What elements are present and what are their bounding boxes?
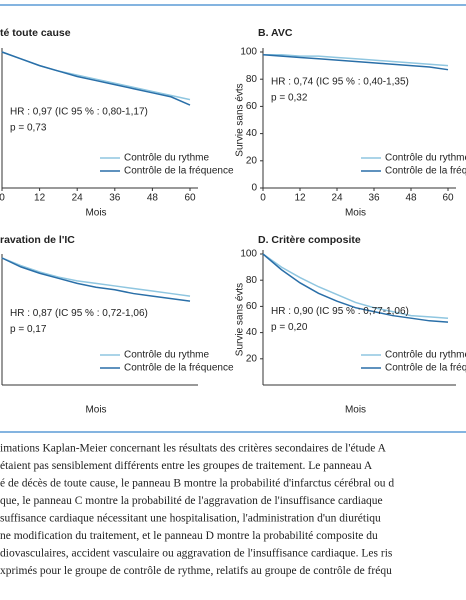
km-curve bbox=[1, 257, 191, 302]
legend-label: Contrôle de la fréquence bbox=[385, 166, 466, 177]
annotation: p = 0,20 bbox=[271, 322, 308, 333]
panel-title: té toute cause bbox=[0, 27, 71, 39]
x-tick-label: 0 bbox=[260, 193, 266, 204]
x-axis-label: Mois bbox=[85, 208, 106, 219]
x-tick-label: 12 bbox=[294, 193, 306, 204]
x-tick-label: 24 bbox=[72, 193, 84, 204]
legend-label: Contrôle du rythme bbox=[124, 350, 209, 361]
y-tick-label: 40 bbox=[246, 128, 258, 139]
y-axis-label: Survie sans évts bbox=[235, 283, 246, 356]
caption-line: suffisance cardiaque nécessitant une hos… bbox=[0, 513, 381, 525]
x-tick-label: 0 bbox=[0, 193, 5, 204]
annotation: HR : 0,74 (IC 95 % : 0,40-1,35) bbox=[271, 77, 409, 88]
y-tick-label: 20 bbox=[246, 155, 258, 166]
caption-line: ne modification du traitement, et le pan… bbox=[0, 530, 378, 542]
y-tick-label: 20 bbox=[246, 353, 258, 364]
y-tick-label: 100 bbox=[240, 249, 257, 260]
caption-line: imations Kaplan-Meier concernant les rés… bbox=[0, 443, 387, 455]
annotation: HR : 0,97 (IC 95 % : 0,80-1,17) bbox=[10, 107, 148, 118]
km-curve bbox=[1, 257, 191, 297]
x-tick-label: 36 bbox=[109, 193, 121, 204]
panel-title: D. Critère composite bbox=[258, 234, 361, 246]
y-tick-label: 80 bbox=[246, 74, 258, 85]
y-tick-label: 100 bbox=[240, 47, 257, 58]
x-tick-label: 48 bbox=[147, 193, 159, 204]
y-tick-label: 0 bbox=[251, 183, 257, 194]
km-curve bbox=[1, 51, 191, 106]
annotation: p = 0,32 bbox=[271, 93, 308, 104]
km-curve bbox=[262, 253, 449, 319]
panel-title: ravation de l'IC bbox=[0, 234, 75, 246]
caption-line: xprimés pour le groupe de contrôle de ry… bbox=[0, 565, 392, 577]
caption-line: que, le panneau C montre la probabilité … bbox=[0, 495, 383, 507]
annotation: HR : 0,90 (IC 95 % : 0,77-1,06) bbox=[271, 306, 409, 317]
x-axis-label: Mois bbox=[345, 208, 366, 219]
annotation: p = 0,17 bbox=[10, 324, 47, 335]
x-tick-label: 48 bbox=[405, 193, 417, 204]
panel-title: B. AVC bbox=[258, 27, 293, 39]
x-axis-label: Mois bbox=[85, 405, 106, 416]
x-tick-label: 60 bbox=[184, 193, 196, 204]
km-curve bbox=[1, 51, 191, 101]
legend-label: Contrôle du rythme bbox=[385, 153, 466, 164]
y-tick-label: 60 bbox=[246, 301, 258, 312]
x-tick-label: 24 bbox=[331, 193, 343, 204]
annotation: p = 0,73 bbox=[10, 123, 47, 134]
annotation: HR : 0,87 (IC 95 % : 0,72-1,06) bbox=[10, 308, 148, 319]
legend-label: Contrôle du rythme bbox=[124, 153, 209, 164]
caption-line: diovasculaires, accident vasculaire ou a… bbox=[0, 548, 393, 560]
x-axis-label: Mois bbox=[345, 405, 366, 416]
km-curve bbox=[263, 53, 449, 67]
y-axis-label: Survie sans évts bbox=[235, 83, 246, 156]
legend-label: Contrôle de la fréquence bbox=[124, 363, 234, 374]
x-tick-label: 12 bbox=[34, 193, 46, 204]
caption-line: étaient pas sensiblement différents entr… bbox=[0, 460, 373, 472]
caption-line: é de décès de toute cause, le panneau B … bbox=[0, 478, 394, 490]
y-tick-label: 60 bbox=[246, 101, 258, 112]
x-tick-label: 36 bbox=[368, 193, 380, 204]
x-tick-label: 60 bbox=[442, 193, 454, 204]
legend-label: Contrôle du rythme bbox=[385, 350, 466, 361]
km-curve bbox=[262, 253, 449, 323]
y-tick-label: 40 bbox=[246, 327, 258, 338]
legend-label: Contrôle de la fréquence bbox=[124, 166, 234, 177]
km-curve bbox=[262, 53, 449, 71]
legend-label: Contrôle de la fréquence bbox=[385, 363, 466, 374]
y-tick-label: 80 bbox=[246, 275, 258, 286]
